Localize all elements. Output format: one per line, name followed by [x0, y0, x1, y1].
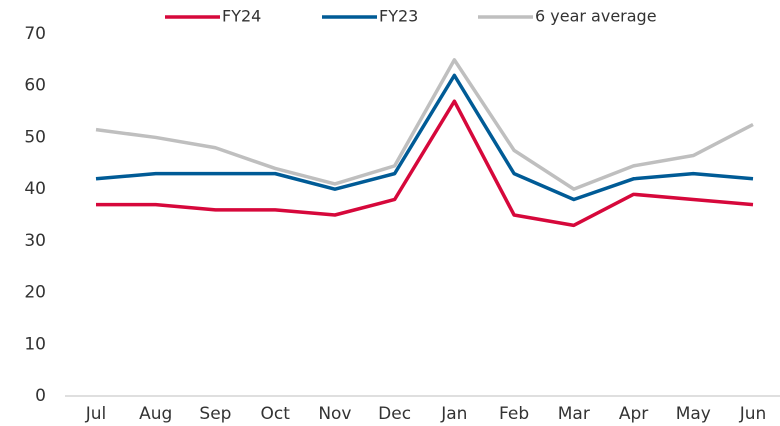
x-tick-label: Feb	[499, 404, 529, 424]
x-tick-label: Jan	[440, 404, 467, 424]
x-tick-label: Dec	[378, 404, 411, 424]
series-line	[95, 58, 754, 191]
series-line	[95, 73, 754, 202]
x-tick-label: May	[676, 404, 711, 424]
y-tick-label: 10	[24, 334, 46, 354]
x-tick-label: Jul	[85, 404, 107, 424]
legend-label: FY23	[379, 7, 418, 26]
x-tick-label: Aug	[139, 404, 172, 424]
y-tick-label: 0	[35, 386, 46, 406]
y-tick-label: 40	[24, 179, 46, 199]
y-tick-label: 60	[24, 76, 46, 96]
x-tick-label: Nov	[318, 404, 351, 424]
legend-label: FY24	[222, 7, 261, 26]
y-tick-label: 30	[24, 231, 46, 251]
y-tick-label: 20	[24, 283, 46, 303]
series-line	[96, 99, 754, 228]
x-tick-label: Apr	[619, 404, 648, 424]
x-tick-label: Sep	[199, 404, 231, 424]
x-tick-label: Jun	[739, 404, 767, 424]
legend-label: 6 year average	[535, 7, 657, 26]
x-tick-label: Mar	[558, 404, 590, 424]
x-tick-label: Oct	[260, 404, 290, 424]
y-tick-label: 50	[24, 127, 46, 147]
y-tick-label: 70	[24, 24, 46, 44]
